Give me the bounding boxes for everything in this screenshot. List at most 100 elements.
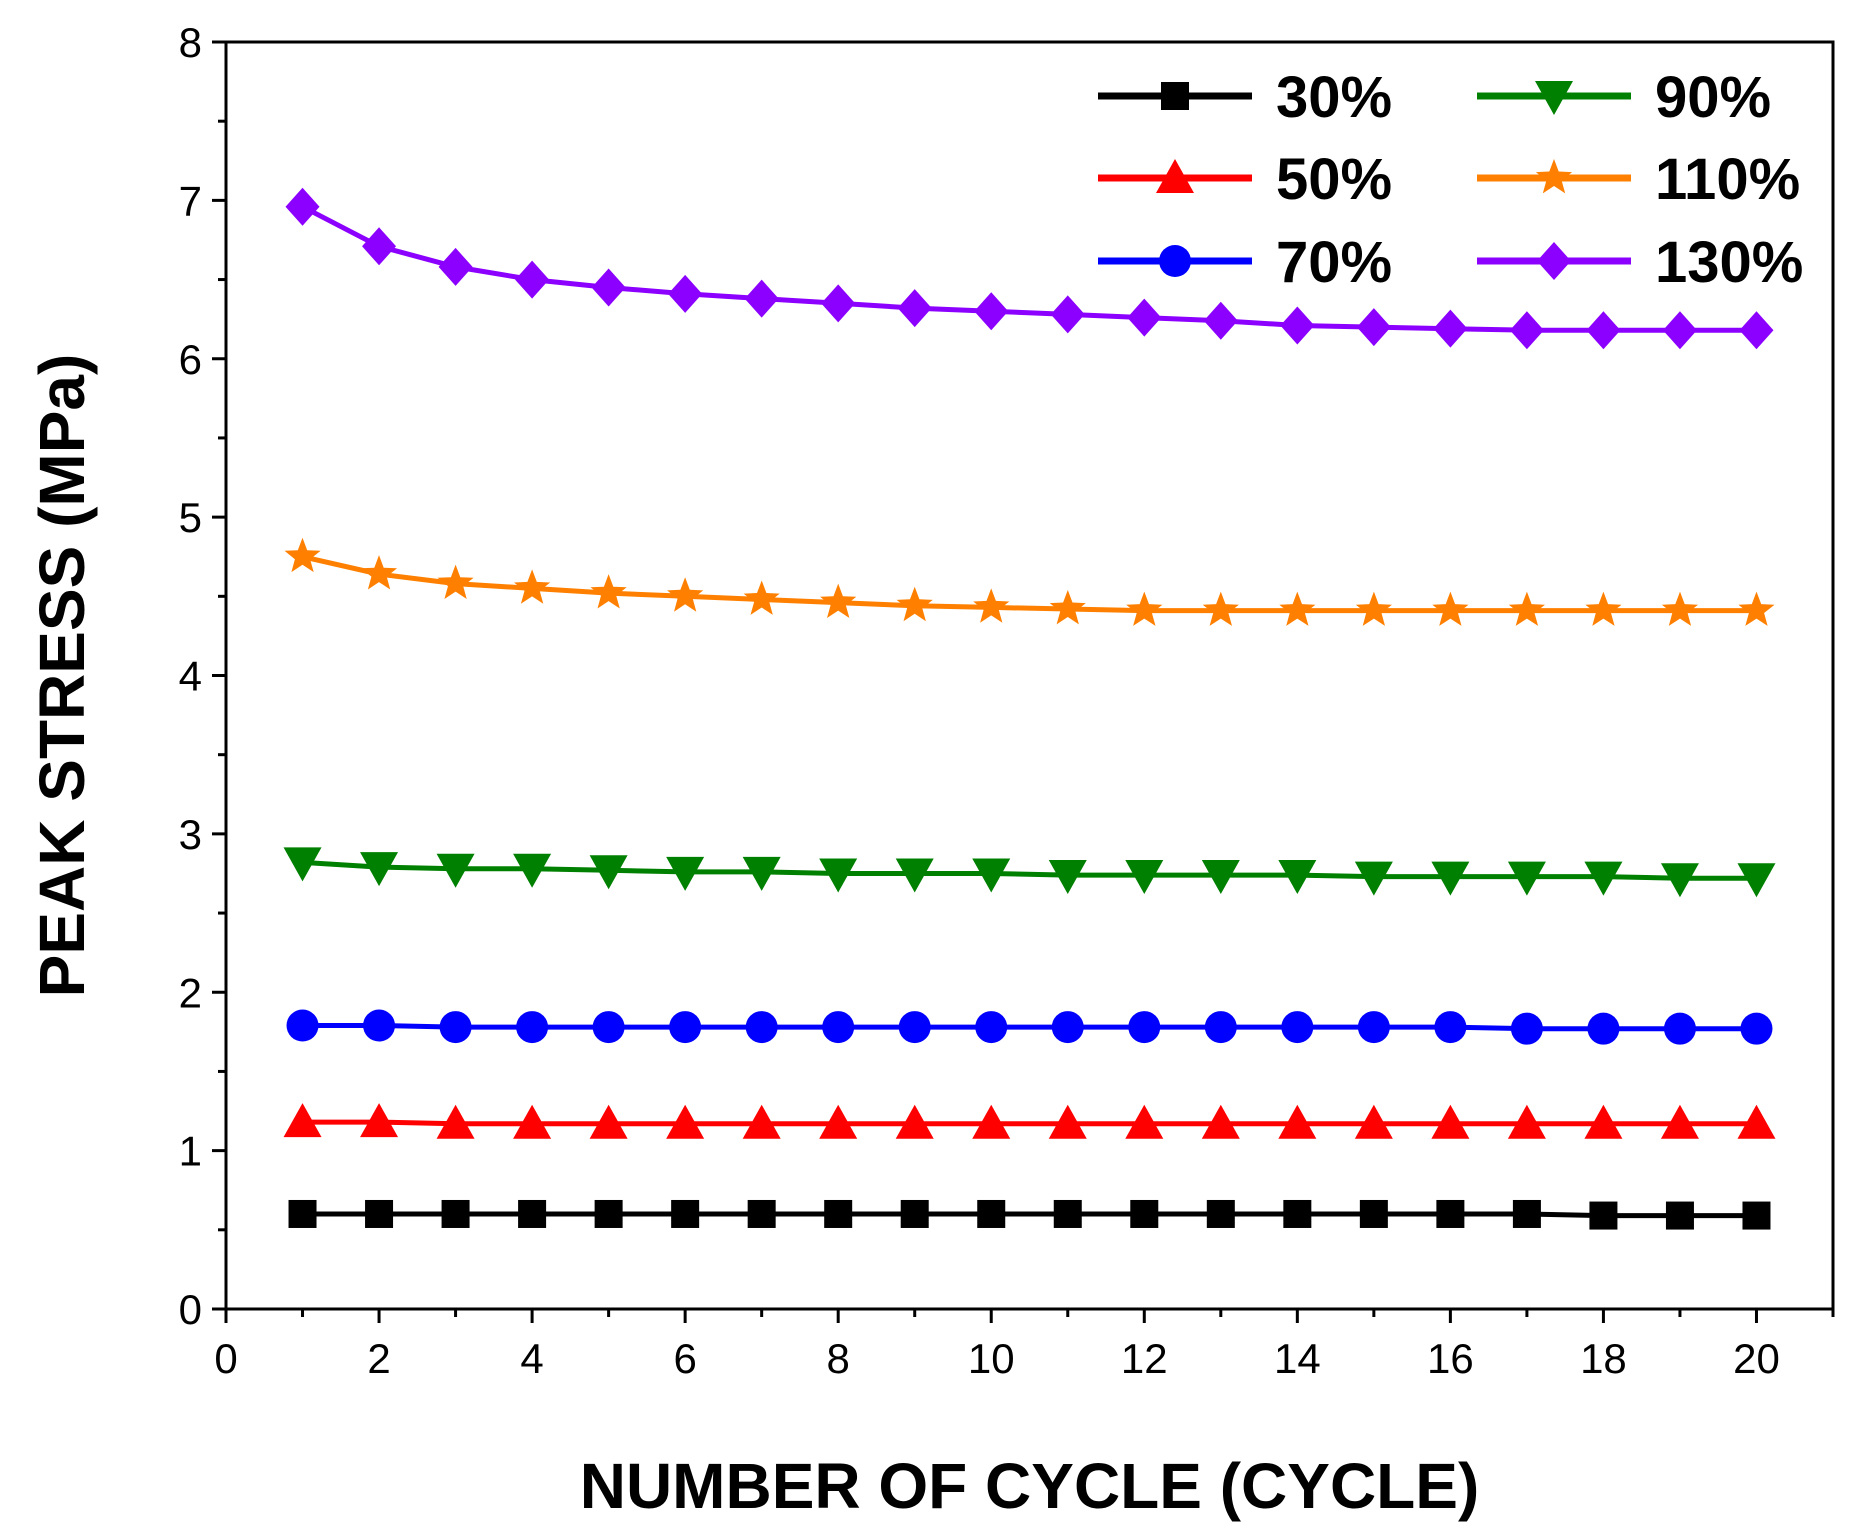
data-point (1738, 591, 1775, 626)
data-point (820, 583, 857, 618)
plot-area (224, 40, 1835, 1311)
data-point (1278, 860, 1317, 895)
data-point (361, 555, 398, 590)
data-point (900, 1199, 929, 1228)
legend-item-30pct: 30% (1098, 65, 1392, 130)
x-tick-label: 0 (214, 1335, 237, 1382)
x-tick-label: 14 (1274, 1335, 1321, 1382)
data-point (1128, 1011, 1161, 1044)
data-point (1206, 1199, 1235, 1228)
legend-label: 70% (1276, 230, 1392, 295)
legend-item-130pct: 130% (1477, 230, 1803, 295)
legend-label: 30% (1276, 65, 1392, 130)
x-tick-label: 6 (673, 1335, 696, 1382)
data-point (667, 577, 704, 612)
data-point (360, 852, 399, 887)
x-axis: 0 2 4 6 8 10 12 14 16 18 20 (214, 1309, 1835, 1382)
data-point (592, 1011, 625, 1044)
y-tick-label: 4 (179, 653, 202, 700)
legend-label: 90% (1655, 65, 1771, 130)
data-point (1584, 861, 1623, 896)
series-line-110pct (301, 554, 1757, 614)
data-point (1202, 591, 1239, 626)
data-point (1433, 309, 1468, 348)
data-point (1130, 1199, 1159, 1228)
data-point (1049, 590, 1086, 625)
data-point (1279, 591, 1316, 626)
data-point (284, 537, 321, 573)
data-point (743, 580, 780, 615)
x-tick-label: 8 (827, 1335, 850, 1382)
data-point (1053, 1199, 1082, 1228)
data-point (283, 847, 322, 882)
data-point (742, 856, 781, 891)
data-point (666, 1104, 705, 1139)
data-point (745, 1011, 778, 1044)
data-point (285, 187, 320, 226)
data-point (1585, 591, 1622, 626)
legend-label: 110% (1655, 147, 1800, 212)
data-point (1280, 306, 1315, 345)
legend-marker (1537, 242, 1571, 280)
data-point (897, 289, 932, 328)
series-line-50pct (302, 1119, 1757, 1127)
data-point (283, 1103, 322, 1138)
data-point (1431, 861, 1470, 896)
data-point (1740, 1012, 1773, 1045)
data-point (1662, 311, 1697, 350)
data-point (436, 853, 475, 888)
data-point (438, 247, 473, 286)
data-point (1201, 1104, 1240, 1139)
data-point (514, 569, 551, 604)
data-point (824, 1199, 853, 1228)
data-point (819, 1104, 858, 1139)
data-point (973, 588, 1010, 623)
legend-marker (1156, 159, 1194, 193)
data-point (975, 1011, 1008, 1044)
data-point (1508, 591, 1545, 626)
x-tick-label: 16 (1427, 1335, 1474, 1382)
data-point (286, 1009, 319, 1042)
y-tick-label: 1 (179, 1128, 202, 1175)
data-point (1356, 308, 1391, 347)
data-point (1048, 860, 1087, 895)
y-axis-title: PEAK STRESS (MPa) (26, 354, 98, 998)
data-point (1739, 311, 1774, 350)
data-point (439, 1011, 472, 1044)
legend-label: 130% (1655, 230, 1803, 295)
data-point (1661, 591, 1698, 626)
x-tick-label: 20 (1733, 1335, 1780, 1382)
data-point (1050, 295, 1085, 334)
data-point (1512, 1199, 1541, 1228)
legend-marker (1161, 82, 1189, 110)
data-point (362, 227, 397, 266)
data-point (819, 858, 858, 893)
data-point (977, 1199, 1006, 1228)
series-line-130pct (301, 204, 1757, 333)
data-point (1737, 1104, 1776, 1139)
data-point (742, 1104, 781, 1139)
data-point (1431, 1104, 1470, 1139)
data-point (288, 1199, 317, 1228)
data-point (671, 1199, 700, 1228)
x-tick-label: 2 (367, 1335, 390, 1382)
data-point (1203, 301, 1238, 340)
data-point (666, 856, 705, 891)
data-point (1665, 1201, 1694, 1230)
series-30pct (288, 1199, 1771, 1230)
data-point (1509, 311, 1544, 350)
y-tick-label: 6 (179, 336, 202, 383)
legend-marker (1535, 159, 1573, 194)
data-point (1051, 1011, 1084, 1044)
data-point (1354, 861, 1393, 896)
legend-item-110pct: 110% (1477, 147, 1800, 212)
series-line-90pct (302, 859, 1757, 881)
data-point (516, 1011, 549, 1044)
series-layer (283, 187, 1776, 1230)
data-point (1584, 1104, 1623, 1139)
data-point (668, 274, 703, 313)
data-point (1048, 1104, 1087, 1139)
data-point (896, 586, 933, 622)
data-point (1587, 1012, 1620, 1045)
